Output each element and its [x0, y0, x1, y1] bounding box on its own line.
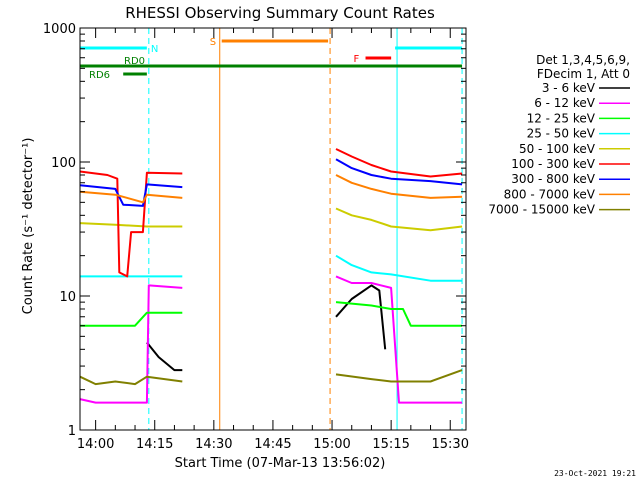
render-timestamp: 23-Oct-2021 19:21 [554, 469, 636, 478]
series-12-25-kev [80, 301, 463, 327]
state-bar-label-n: N [151, 44, 158, 55]
x-tick-label-14-00: 14:00 [77, 437, 114, 452]
legend-header-line-1: Det 1,3,4,5,6,9, [536, 53, 630, 67]
x-tick-label-15-00: 15:00 [313, 437, 350, 452]
state-bars: N S F RD0 RD6 [80, 37, 463, 81]
axes: 1 10 100 1000 14:00 14:15 14:30 14:45 15:00 15:15… [43, 22, 469, 452]
x-tick-label-14-30: 14:30 [195, 437, 232, 452]
state-bar-label-f: F [354, 54, 360, 65]
series-50-100-kev [79, 207, 463, 232]
state-bar-label-rd0: RD0 [124, 56, 145, 67]
legend-label-3-6-kev: 3 - 6 keV [542, 81, 596, 95]
series-25-50-kev [80, 254, 463, 282]
x-tick-label-14-45: 14:45 [254, 437, 291, 452]
state-bar-label-s: S [210, 37, 216, 48]
y-tick-label-10: 10 [59, 290, 76, 305]
legend-label-300-800-kev: 300 - 800 keV [511, 172, 595, 186]
legend-label-12-25-kev: 12 - 25 keV [527, 111, 596, 125]
x-tick-label-14-15: 14:15 [136, 437, 173, 452]
y-tick-label-1: 1 [68, 424, 76, 439]
vertical-markers [79, 28, 463, 430]
legend-label-7000-15000-kev: 7000 - 15000 keV [488, 203, 595, 217]
y-tick-label-100: 100 [51, 156, 76, 171]
legend-header-line-2: FDecim 1, Att 0 [537, 67, 630, 81]
series-lines [79, 148, 463, 404]
series-100-300-kev [79, 148, 463, 278]
legend-label-50-100-kev: 50 - 100 keV [519, 142, 596, 156]
series-6-12-kev [79, 275, 463, 404]
x-axis-label: Start Time (07-Mar-13 13:56:02) [175, 456, 386, 471]
state-bar-label-rd6: RD6 [89, 70, 110, 81]
series-7000-15000-kev [79, 369, 463, 386]
chart-title: RHESSI Observing Summary Count Rates [125, 4, 435, 22]
legend-label-25-50-kev: 25 - 50 keV [527, 127, 596, 141]
x-tick-label-15-30: 15:30 [432, 437, 469, 452]
x-tick-label-15-15: 15:15 [372, 437, 409, 452]
legend-label-100-300-kev: 100 - 300 keV [511, 157, 595, 171]
series-300-800-kev [79, 158, 463, 207]
series-800-7000-kev [79, 174, 463, 204]
legend-label-800-7000-kev: 800 - 7000 keV [504, 187, 596, 201]
series-3-6-kev [146, 284, 387, 372]
y-axis-label: Count Rate (s⁻¹ detector⁻¹) [21, 138, 36, 315]
legend-label-6-12-kev: 6 - 12 keV [534, 96, 596, 110]
legend: Det 1,3,4,5,6,9, FDecim 1, Att 0 3 - 6 k… [488, 53, 630, 217]
y-tick-label-1000: 1000 [43, 22, 76, 37]
